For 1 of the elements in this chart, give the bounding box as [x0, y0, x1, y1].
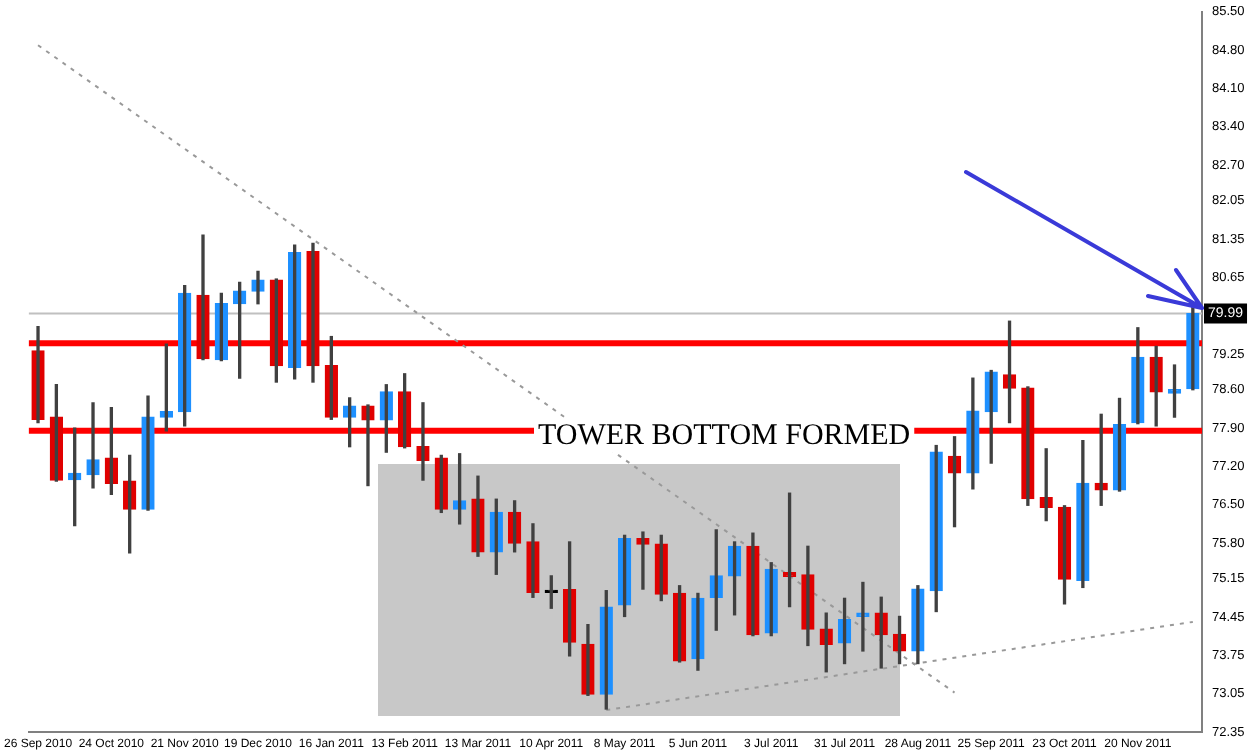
annotation: TOWER BOTTOM FORMED	[538, 420, 911, 452]
